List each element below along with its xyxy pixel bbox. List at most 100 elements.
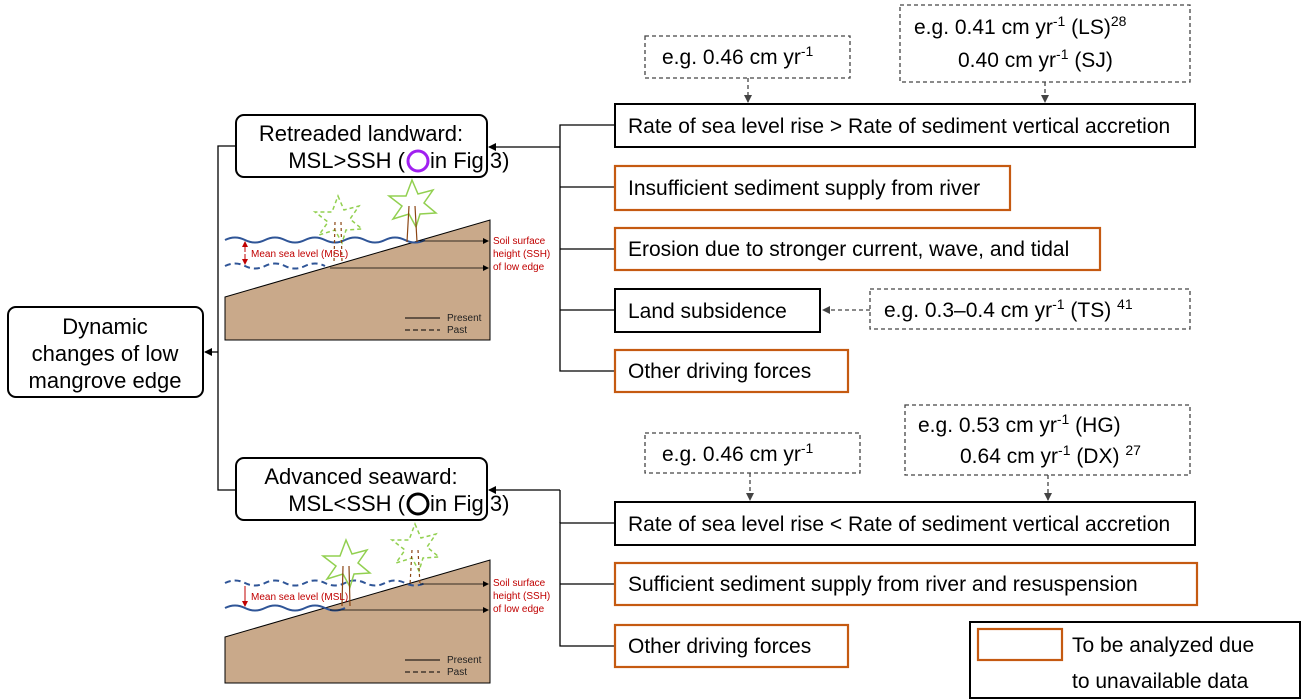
factor-label: Sufficient sediment supply from river an… bbox=[628, 573, 1138, 596]
superscript: -1 bbox=[801, 440, 814, 456]
superscript: -1 bbox=[1053, 13, 1066, 29]
legend-text: To be analyzed due bbox=[1072, 634, 1254, 657]
ssh-label: Soil surface bbox=[493, 578, 546, 589]
superscript: -1 bbox=[1058, 442, 1071, 458]
example-text: e.g. 0.41 cm yr-1 (LS)28 bbox=[914, 13, 1127, 39]
wave-present bbox=[224, 236, 426, 244]
text-run: 0.40 cm yr bbox=[958, 49, 1056, 72]
text-run: e.g. 0.46 cm yr bbox=[662, 443, 801, 466]
factor-label: Erosion due to stronger current, wave, a… bbox=[628, 238, 1069, 261]
factor-box bbox=[613, 164, 1012, 212]
example-box bbox=[904, 404, 1191, 476]
example-text: e.g. 0.46 cm yr-1 bbox=[662, 440, 814, 466]
text-run: e.g. 0.3–0.4 cm yr bbox=[884, 299, 1052, 322]
factor-box bbox=[613, 226, 1102, 272]
legend-text: to unavailable data bbox=[1072, 670, 1249, 693]
text-run: (DX) bbox=[1070, 445, 1125, 468]
ssh-label: of low edge bbox=[493, 604, 545, 615]
example-box bbox=[644, 35, 851, 79]
marker-circle bbox=[406, 492, 430, 516]
factor-box bbox=[614, 501, 1196, 546]
example-box bbox=[869, 288, 1191, 330]
crown bbox=[388, 179, 437, 228]
trunk bbox=[341, 565, 351, 607]
illustration: Mean sea level (MSL) Soil surface height… bbox=[224, 523, 550, 684]
example-box bbox=[899, 4, 1191, 83]
superscript: -1 bbox=[801, 43, 814, 59]
superscript: -1 bbox=[1057, 411, 1070, 427]
figure-ref: in Fig 3) bbox=[430, 491, 509, 516]
factor-box bbox=[613, 348, 850, 394]
msl-label: Mean sea level (MSL) bbox=[251, 592, 348, 603]
connector bbox=[217, 145, 236, 491]
root-text: changes of low bbox=[32, 341, 179, 366]
wave-present bbox=[224, 604, 346, 612]
factor-box bbox=[614, 288, 821, 333]
factor-label: Other driving forces bbox=[628, 360, 811, 383]
tree-past bbox=[314, 195, 363, 263]
illustration: Mean sea level (MSL) Soil surface height… bbox=[224, 179, 550, 341]
branch-box bbox=[235, 457, 488, 521]
legend-text: Present bbox=[447, 313, 482, 324]
text-run: e.g. 0.46 cm yr bbox=[662, 46, 801, 69]
figure-ref: in Fig 3) bbox=[430, 148, 509, 173]
text-run: e.g. 0.41 cm yr bbox=[914, 16, 1053, 39]
factor-box bbox=[613, 623, 850, 669]
text-run: (HG) bbox=[1069, 414, 1120, 437]
example-text: e.g. 0.46 cm yr-1 bbox=[662, 43, 814, 69]
connector bbox=[559, 522, 615, 647]
tree-past bbox=[391, 523, 440, 586]
legend-swatch bbox=[976, 627, 1064, 662]
trunk bbox=[409, 549, 421, 586]
superscript: 41 bbox=[1117, 296, 1133, 312]
ssh-label: of low edge bbox=[493, 262, 545, 273]
branch-relation: MSL<SSH ( bbox=[288, 491, 405, 516]
soil bbox=[224, 559, 491, 684]
example-text: 0.40 cm yr-1 (SJ) bbox=[958, 46, 1113, 72]
trunk bbox=[333, 221, 343, 263]
root-text: Dynamic bbox=[62, 314, 148, 339]
factor-label: Other driving forces bbox=[628, 635, 811, 658]
connector bbox=[559, 124, 615, 372]
text-run: (SJ) bbox=[1068, 49, 1112, 72]
branch-box bbox=[235, 114, 488, 178]
text-run: (LS) bbox=[1065, 16, 1111, 39]
legend-text: Past bbox=[447, 667, 467, 678]
tree-present bbox=[322, 539, 371, 607]
factor-label: Rate of sea level rise < Rate of sedimen… bbox=[628, 513, 1170, 536]
branch-title: Advanced seaward: bbox=[264, 464, 457, 489]
factor-label: Land subsidence bbox=[628, 300, 787, 323]
text-run: (TS) bbox=[1065, 299, 1118, 322]
msl-label: Mean sea level (MSL) bbox=[251, 249, 348, 260]
trunk bbox=[406, 205, 418, 243]
crown bbox=[391, 523, 440, 572]
legend-text: Present bbox=[447, 655, 482, 666]
text-run: 0.64 cm yr bbox=[960, 445, 1058, 468]
ssh-label: height (SSH) bbox=[493, 591, 550, 602]
example-text: e.g. 0.53 cm yr-1 (HG) bbox=[918, 411, 1121, 437]
crown bbox=[322, 539, 371, 588]
legend-text: Past bbox=[447, 325, 467, 336]
factor-label: Insufficient sediment supply from river bbox=[628, 177, 980, 200]
marker-circle bbox=[406, 149, 430, 173]
soil bbox=[224, 219, 491, 341]
superscript: -1 bbox=[1056, 46, 1069, 62]
factor-box bbox=[613, 561, 1199, 607]
ssh-label: Soil surface bbox=[493, 236, 546, 247]
root-box bbox=[7, 306, 204, 398]
factor-label: Rate of sea level rise > Rate of sedimen… bbox=[628, 115, 1170, 138]
ssh-label: height (SSH) bbox=[493, 249, 550, 260]
tree-present bbox=[388, 179, 437, 243]
superscript: -1 bbox=[1052, 296, 1065, 312]
example-text: e.g. 0.3–0.4 cm yr-1 (TS) 41 bbox=[884, 296, 1133, 322]
text-run: e.g. 0.53 cm yr bbox=[918, 414, 1057, 437]
factor-box bbox=[614, 103, 1196, 148]
wave-past bbox=[224, 579, 426, 587]
superscript: 28 bbox=[1111, 13, 1127, 29]
superscript: 27 bbox=[1125, 442, 1141, 458]
example-box bbox=[644, 432, 861, 474]
crown bbox=[314, 195, 363, 244]
wave-past bbox=[224, 262, 326, 270]
branch-title: Retreaded landward: bbox=[259, 121, 463, 146]
